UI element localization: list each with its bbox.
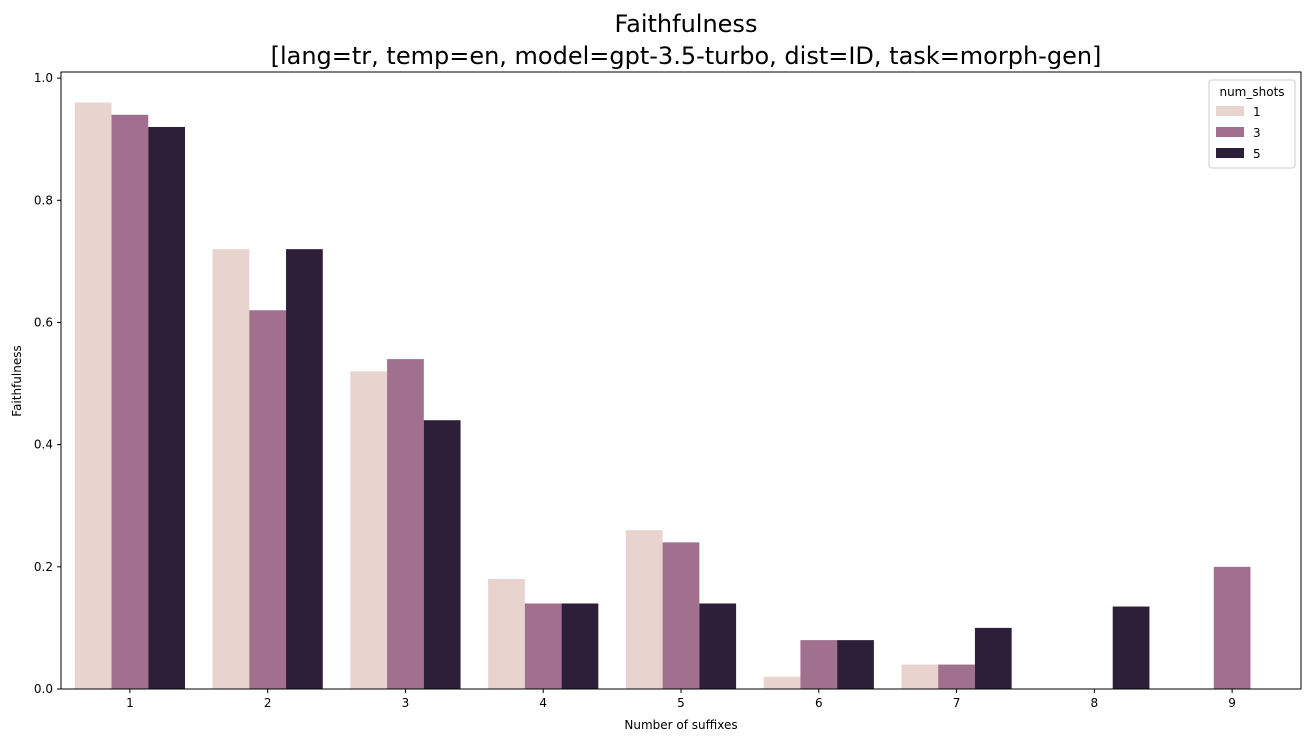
legend-entries: 1 3 5: [1216, 105, 1261, 161]
bar-4-shots-5: [561, 603, 599, 689]
bar-6-shots-1: [763, 676, 801, 689]
y-axis-ticks: 0.0 0.2 0.4 0.6 0.8 1.0: [34, 71, 61, 696]
y-tick-label: 1.0: [34, 71, 53, 85]
x-axis-ticks: 1 2 3 4 5 6 7 8 9: [126, 689, 1236, 710]
x-tick-label: 1: [126, 696, 134, 710]
x-tick-label: 6: [815, 696, 823, 710]
y-tick-label: 0.4: [34, 438, 53, 452]
y-axis-label: Faithfulness: [10, 345, 24, 416]
x-tick-label: 8: [1091, 696, 1099, 710]
bar-2-shots-5: [286, 249, 323, 689]
bar-4-shots-3: [524, 603, 562, 689]
bar-4-shots-1: [488, 579, 525, 689]
bars-layer: [74, 102, 1251, 689]
bar-3-shots-5: [423, 420, 461, 689]
x-tick-label: 2: [264, 696, 272, 710]
legend-label-shots-1: 1: [1253, 105, 1261, 119]
x-axis-label: Number of suffixes: [624, 718, 737, 732]
bar-6-shots-3: [800, 640, 838, 689]
bar-2-shots-3: [249, 310, 287, 689]
y-tick-label: 0.2: [34, 560, 53, 574]
bar-6-shots-5: [837, 640, 874, 689]
bar-1-shots-3: [111, 114, 149, 689]
bar-9-shots-3: [1213, 566, 1251, 689]
y-tick-label: 0.8: [34, 193, 53, 207]
x-tick-label: 7: [953, 696, 961, 710]
legend-swatch-shots-5: [1216, 148, 1244, 158]
legend-swatch-shots-3: [1216, 127, 1244, 137]
legend-swatch-shots-1: [1216, 106, 1244, 116]
bar-2-shots-1: [212, 249, 250, 689]
bar-3-shots-3: [387, 359, 424, 689]
bar-5-shots-1: [625, 530, 663, 689]
y-tick-label: 0.0: [34, 682, 53, 696]
x-tick-label: 9: [1228, 696, 1236, 710]
bar-7-shots-1: [901, 664, 939, 689]
bar-3-shots-1: [350, 371, 388, 689]
x-tick-label: 3: [402, 696, 410, 710]
legend: num_shots 1 3 5: [1208, 79, 1296, 169]
bar-7-shots-3: [938, 664, 975, 689]
legend-box: [1208, 79, 1296, 169]
chart-title-line-1: Faithfulness: [615, 10, 758, 38]
bar-5-shots-5: [699, 603, 737, 689]
bar-1-shots-1: [74, 102, 112, 689]
y-tick-label: 0.6: [34, 315, 53, 329]
chart-title-line-2: [lang=tr, temp=en, model=gpt-3.5-turbo, …: [271, 42, 1102, 70]
x-tick-label: 4: [539, 696, 547, 710]
bar-8-shots-5: [1112, 606, 1150, 689]
bar-1-shots-5: [148, 126, 185, 689]
x-tick-label: 5: [677, 696, 685, 710]
bar-5-shots-3: [662, 542, 700, 689]
legend-label-shots-5: 5: [1253, 147, 1261, 161]
legend-label-shots-3: 3: [1253, 126, 1261, 140]
legend-title: num_shots: [1219, 85, 1284, 99]
bar-7-shots-5: [974, 627, 1012, 689]
